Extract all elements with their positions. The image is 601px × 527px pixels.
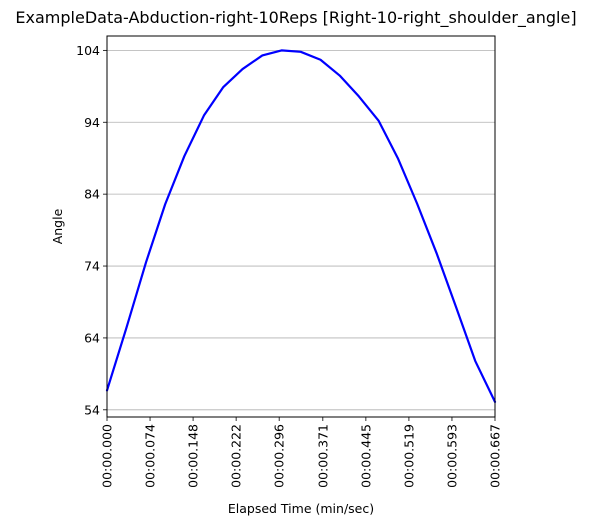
x-tick-label: 00:00.148	[186, 424, 201, 488]
x-tick-label: 00:00.445	[358, 424, 373, 488]
x-tick-label: 00:00.519	[401, 424, 416, 488]
x-tick-label: 00:00.296	[272, 424, 287, 488]
y-tick-label: 74	[84, 259, 100, 274]
plot-frame	[106, 35, 496, 418]
y-axis-label: Angle	[50, 208, 65, 244]
x-tick-label: 00:00.222	[229, 424, 244, 488]
y-tick-label: 54	[84, 402, 100, 417]
x-tick-label: 00:00.000	[100, 424, 115, 488]
y-tick-label: 84	[84, 187, 100, 202]
y-tick-label: 64	[84, 330, 100, 345]
chart-title: ExampleData-Abduction-right-10Reps [Righ…	[15, 8, 576, 28]
y-axis-ticks: 54 64 74 84 94 104	[76, 43, 107, 417]
y-tick-label: 94	[84, 115, 100, 130]
x-axis-ticks: 00:00.000 00:00.074 00:00.148 00:00.222 00:0…	[100, 417, 503, 488]
x-tick-label: 00:00.074	[143, 424, 158, 488]
series-group	[105, 49, 497, 403]
x-tick-label: 00:00.371	[315, 424, 330, 488]
y-tick-label: 104	[76, 43, 100, 58]
y-gridlines	[107, 49, 495, 411]
x-tick-label: 00:00.667	[488, 424, 503, 488]
x-tick-label: 00:00.593	[444, 424, 459, 488]
series-line	[105, 49, 497, 403]
x-axis-label: Elapsed Time (min/sec)	[228, 501, 374, 516]
